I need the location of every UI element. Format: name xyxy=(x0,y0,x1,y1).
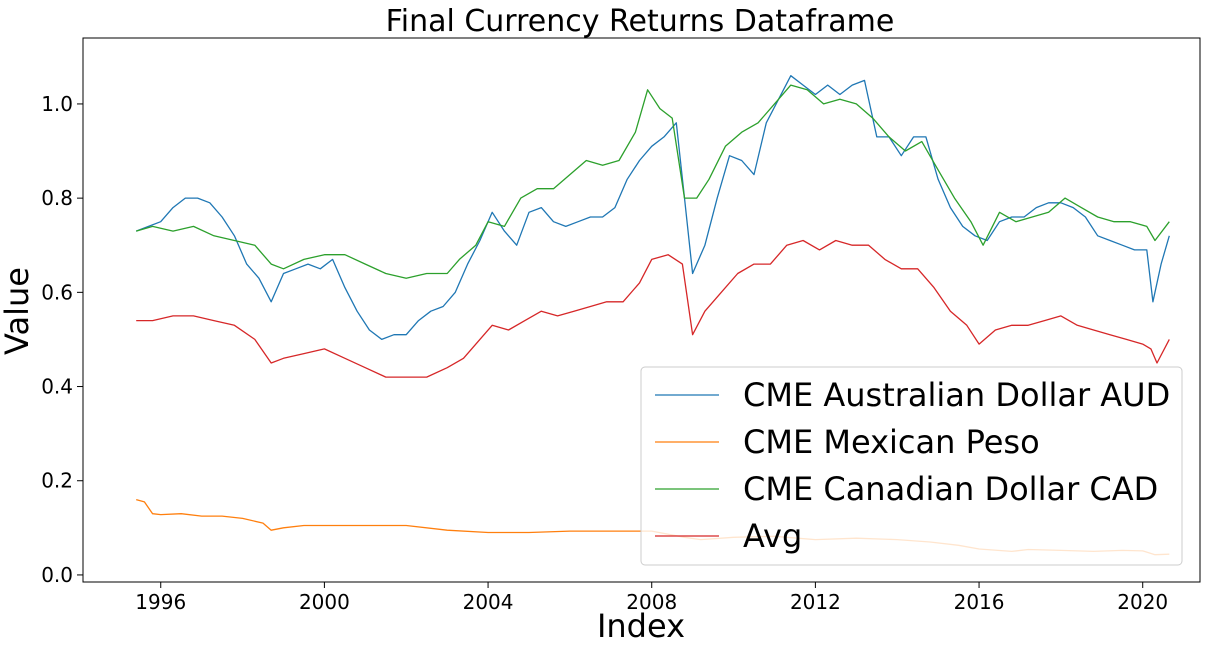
legend-label: CME Australian Dollar AUD xyxy=(743,376,1170,414)
y-tick-label: 0.0 xyxy=(41,563,73,587)
y-axis-label: Value xyxy=(0,267,36,355)
legend-label: CME Mexican Peso xyxy=(743,423,1040,461)
series-line-4 xyxy=(136,239,1170,378)
legend-box xyxy=(640,366,1183,566)
x-tick-label: 2020 xyxy=(1117,590,1168,614)
x-axis-label: Index xyxy=(597,607,685,645)
y-axis: 0.0 0.2 0.4 0.6 0.8 1.0 xyxy=(41,92,83,587)
legend-items: CME Australian Dollar AUD CME Mexican Pes… xyxy=(655,376,1170,555)
y-tick-label: 0.2 xyxy=(41,469,73,493)
y-tick-label: 1.0 xyxy=(41,92,73,116)
chart-title: Final Currency Returns Dataframe xyxy=(386,4,895,39)
x-tick-label: 1996 xyxy=(135,590,186,614)
x-tick-label: 2004 xyxy=(463,590,514,614)
y-tick-label: 0.4 xyxy=(41,375,73,399)
series-line-1 xyxy=(135,75,1170,341)
x-tick-label: 2008 xyxy=(626,590,677,614)
x-tick-label: 2016 xyxy=(954,590,1005,614)
x-axis: 1996 2000 2004 2008 2012 2016 2020 xyxy=(135,582,1168,614)
legend-label: CME Canadian Dollar CAD xyxy=(743,470,1158,508)
series-line-3 xyxy=(136,84,1170,279)
y-tick-label: 0.6 xyxy=(41,280,73,304)
y-tick-label: 0.8 xyxy=(41,186,73,210)
x-tick-label: 2000 xyxy=(299,590,350,614)
x-tick-label: 2012 xyxy=(790,590,841,614)
legend: CME Australian Dollar AUD CME Mexican Pes… xyxy=(640,366,1183,566)
legend-label: Avg xyxy=(743,517,802,555)
